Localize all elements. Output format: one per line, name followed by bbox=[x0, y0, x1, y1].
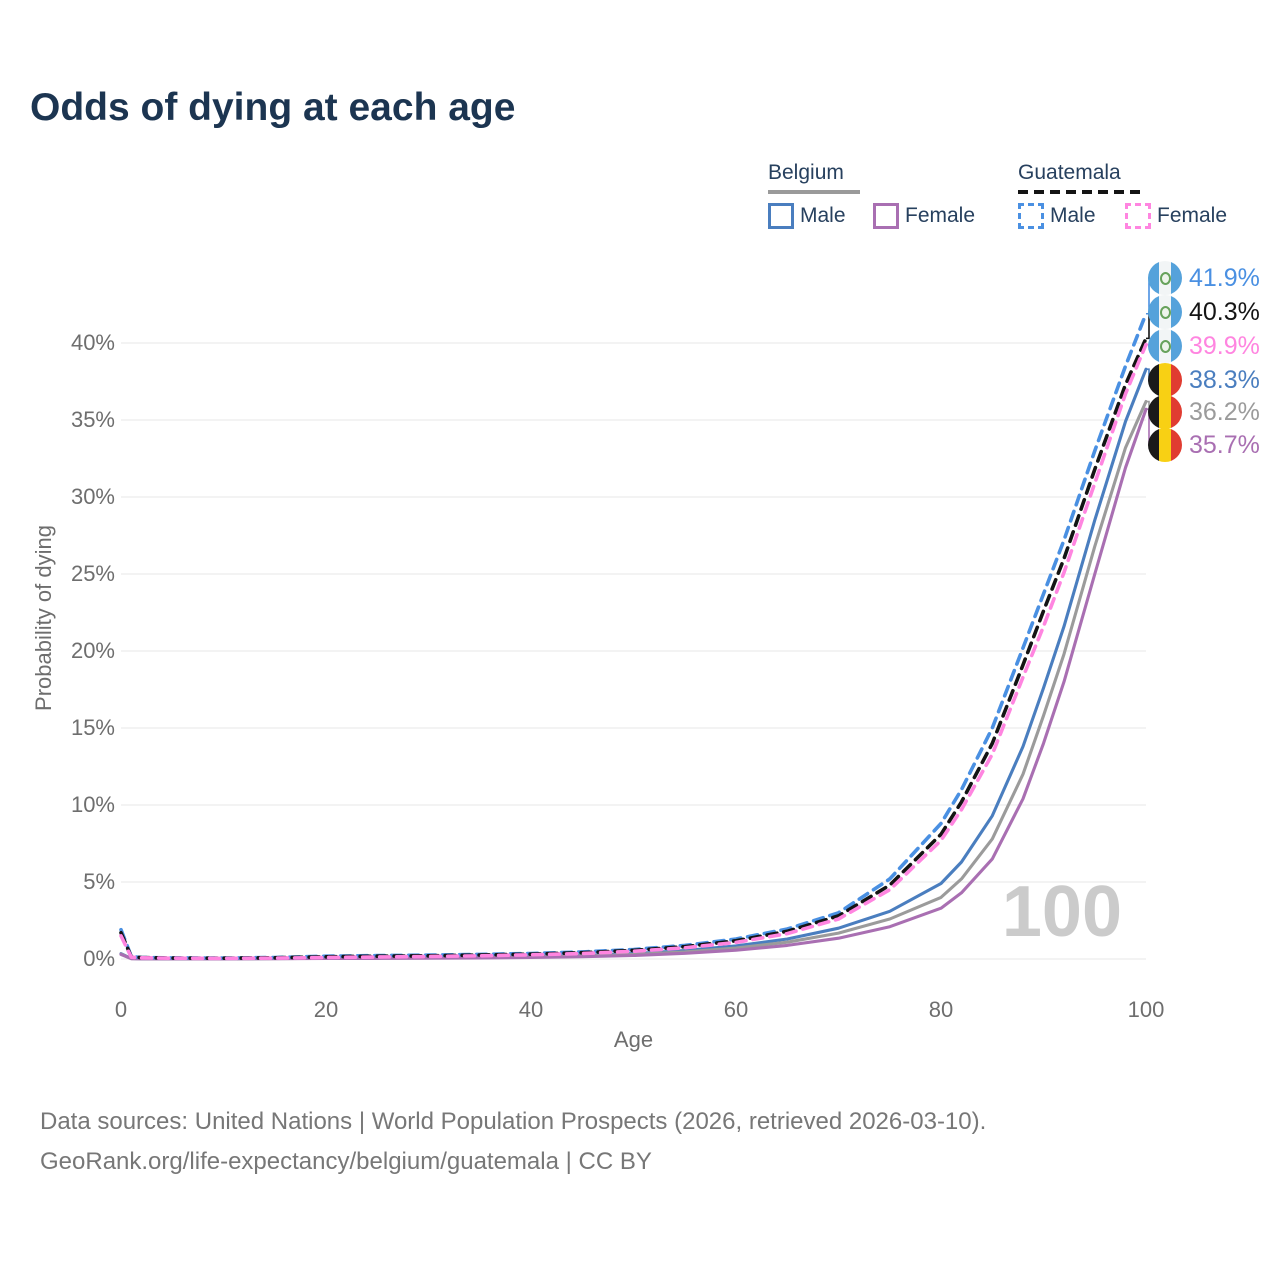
belgium-flag-icon bbox=[1148, 363, 1182, 397]
end-label-guatemala-both: 40.3% bbox=[1148, 295, 1260, 329]
y-tick-label: 10% bbox=[70, 792, 115, 817]
legend-item-label: Female bbox=[1157, 204, 1228, 227]
y-tick-label: 5% bbox=[83, 869, 115, 894]
guatemala-emblem-icon bbox=[1159, 305, 1171, 319]
x-axis-title: Age bbox=[613, 1027, 654, 1052]
end-value: 35.7% bbox=[1189, 430, 1260, 459]
legend-item-guatemala-male: Male bbox=[1018, 203, 1096, 229]
y-tick-label: 30% bbox=[70, 484, 115, 509]
end-label-guatemala-male: 41.9% bbox=[1148, 261, 1260, 295]
guatemala-female-swatch-icon bbox=[1125, 203, 1151, 229]
legend-group-guatemala-title: Guatemala bbox=[1018, 161, 1121, 184]
legend-item-guatemala-female: Female bbox=[1125, 203, 1227, 229]
legend-belgium-line-sample bbox=[768, 190, 860, 194]
legend-item-belgium-male: Male bbox=[768, 203, 846, 229]
x-tick-label: 80 bbox=[928, 997, 954, 1022]
end-label-belgium-female: 35.7% bbox=[1148, 428, 1260, 462]
guatemala-emblem-icon bbox=[1159, 271, 1171, 285]
legend-item-belgium-female: Female bbox=[873, 203, 975, 229]
legend-item-label: Male bbox=[1050, 204, 1096, 227]
guatemala-emblem-icon bbox=[1159, 339, 1171, 353]
series-line-guatemala-male bbox=[119, 311, 1148, 960]
guatemala-flag-icon bbox=[1148, 261, 1182, 295]
y-tick-label: 25% bbox=[70, 561, 115, 586]
legend-item-label: Male bbox=[800, 204, 846, 227]
y-tick-label: 35% bbox=[70, 407, 115, 432]
attribution-text: GeoRank.org/life-expectancy/belgium/guat… bbox=[40, 1148, 652, 1175]
data-sources-text: Data sources: United Nations | World Pop… bbox=[40, 1108, 987, 1135]
y-axis-title: Probability of dying bbox=[31, 525, 56, 711]
legend-group-belgium-title: Belgium bbox=[768, 161, 844, 184]
page-title: Odds of dying at each age bbox=[30, 86, 516, 129]
series-line-belgium-female bbox=[119, 407, 1148, 961]
end-value: 40.3% bbox=[1189, 297, 1260, 326]
y-tick-label: 40% bbox=[70, 330, 115, 355]
x-tick-label: 60 bbox=[723, 997, 749, 1022]
legend-guatemala-line-sample bbox=[1018, 190, 1145, 194]
watermark-age-100: 100 bbox=[1001, 872, 1122, 952]
end-value: 41.9% bbox=[1189, 263, 1260, 292]
x-tick-label: 40 bbox=[518, 997, 544, 1022]
end-value: 39.9% bbox=[1189, 331, 1260, 360]
end-label-belgium-male: 38.3% bbox=[1148, 363, 1260, 397]
belgium-male-swatch-icon bbox=[768, 203, 794, 229]
guatemala-male-swatch-icon bbox=[1018, 203, 1044, 229]
end-label-guatemala-female: 39.9% bbox=[1148, 329, 1260, 363]
y-tick-label: 15% bbox=[70, 715, 115, 740]
series-line-belgium-male bbox=[119, 367, 1148, 961]
series-line-belgium-both-sexes bbox=[119, 399, 1148, 961]
end-label-belgium-both: 36.2% bbox=[1148, 395, 1260, 429]
x-tick-label: 20 bbox=[313, 997, 339, 1022]
guatemala-flag-icon bbox=[1148, 295, 1182, 329]
belgium-flag-icon bbox=[1148, 428, 1182, 462]
end-value: 36.2% bbox=[1189, 397, 1260, 426]
legend-item-label: Female bbox=[905, 204, 976, 227]
y-tick-label: 20% bbox=[70, 638, 115, 663]
end-value: 38.3% bbox=[1189, 365, 1260, 394]
belgium-flag-icon bbox=[1148, 395, 1182, 429]
series-line-guatemala-female bbox=[119, 342, 1148, 961]
series-line-guatemala-both-sexes bbox=[119, 336, 1148, 960]
guatemala-flag-icon bbox=[1148, 329, 1182, 363]
y-tick-label: 0% bbox=[83, 946, 115, 971]
x-tick-label: 0 bbox=[114, 997, 128, 1022]
x-tick-label: 100 bbox=[1127, 997, 1165, 1022]
belgium-female-swatch-icon bbox=[873, 203, 899, 229]
